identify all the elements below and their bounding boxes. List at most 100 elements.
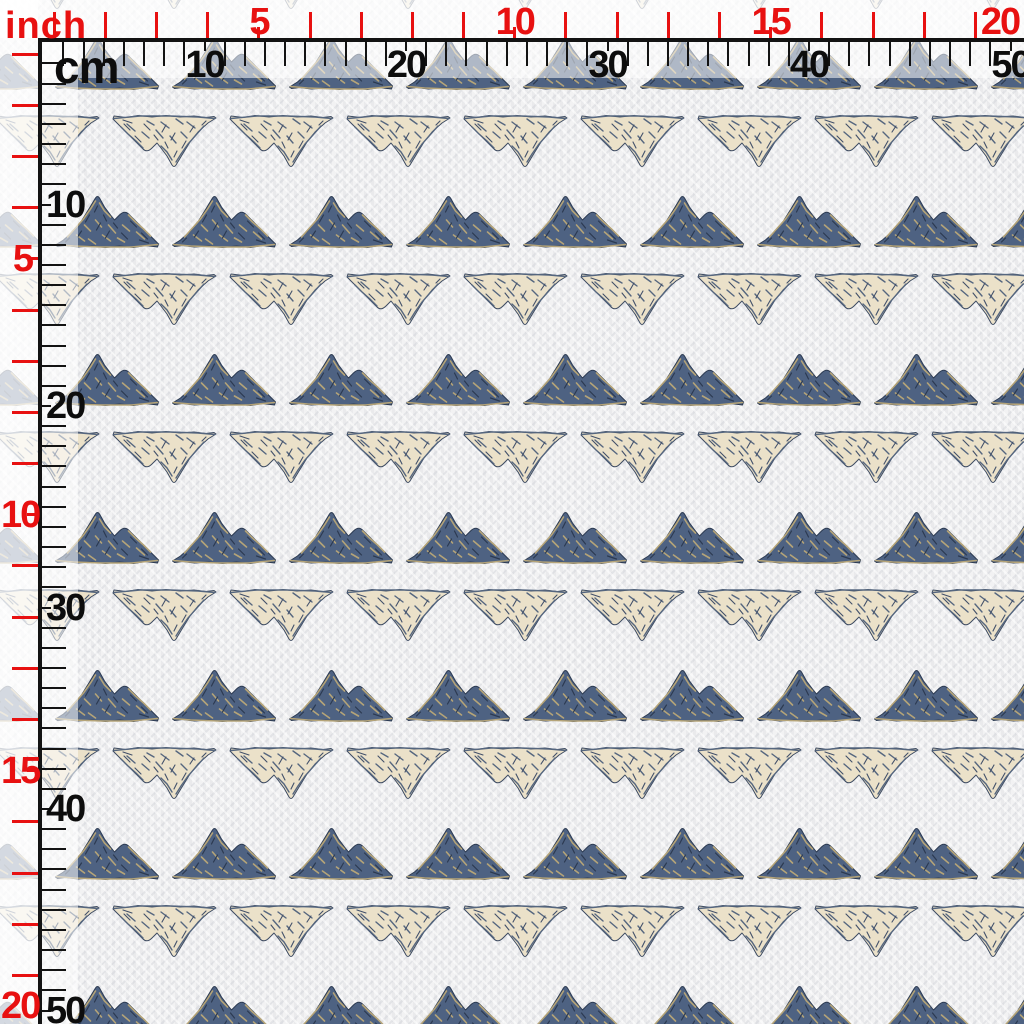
left-cm-tick <box>42 445 66 448</box>
top-cm-tick <box>566 42 569 66</box>
left-inch-tick <box>12 52 38 56</box>
top-ruler-line <box>38 38 1024 42</box>
top-cm-tick <box>485 42 488 66</box>
left-cm-tick <box>42 888 66 891</box>
top-inch-tick <box>871 12 875 38</box>
top-cm-number: 20 <box>386 44 427 86</box>
top-cm-number: 40 <box>789 44 830 86</box>
top-inch-tick <box>922 12 926 38</box>
top-cm-tick <box>767 42 770 66</box>
left-cm-tick <box>42 666 66 669</box>
left-cm-tick <box>42 143 66 146</box>
left-cm-number: 40 <box>46 788 86 830</box>
top-cm-tick <box>868 42 871 66</box>
top-cm-tick <box>546 42 549 66</box>
left-inch-tick <box>12 359 38 363</box>
top-cm-tick <box>949 42 952 66</box>
left-inch-tick <box>12 155 38 159</box>
top-cm-tick <box>646 42 649 66</box>
left-cm-tick <box>42 525 66 528</box>
top-cm-tick <box>747 42 750 66</box>
left-inch-tick <box>12 615 38 619</box>
left-inch-number: 5 <box>12 237 34 280</box>
left-inch-number: 20 <box>1 985 41 1024</box>
left-cm-tick <box>42 727 66 730</box>
left-cm-tick <box>42 465 66 468</box>
left-cm-tick <box>42 344 66 347</box>
top-cm-tick <box>687 42 690 66</box>
left-inch-tick <box>12 666 38 670</box>
top-inch-tick <box>103 12 107 38</box>
left-cm-tick <box>42 546 66 549</box>
left-cm-number: 50 <box>46 989 86 1024</box>
top-cm-tick <box>324 42 327 66</box>
top-cm-tick <box>344 42 347 66</box>
top-cm-number: 50 <box>991 44 1024 86</box>
left-cm-tick <box>42 687 66 690</box>
top-inch-tick <box>155 12 159 38</box>
top-cm-tick <box>163 42 166 66</box>
top-cm-tick <box>707 42 710 66</box>
left-cm-tick <box>42 928 66 931</box>
top-cm-tick <box>143 42 146 66</box>
top-cm-tick <box>969 42 972 66</box>
top-inch-tick <box>462 12 466 38</box>
top-cm-tick <box>908 42 911 66</box>
top-cm-tick <box>243 42 246 66</box>
top-cm-tick <box>727 42 730 66</box>
top-inch-number: 10 <box>495 1 536 43</box>
top-inch-tick <box>973 12 977 38</box>
top-inch-tick <box>820 12 824 38</box>
top-inch-number: 20 <box>980 1 1021 43</box>
left-cm-tick <box>42 646 66 649</box>
top-cm-tick <box>304 42 307 66</box>
top-inch-tick <box>564 12 568 38</box>
top-cm-tick <box>425 42 428 66</box>
left-inch-tick <box>12 718 38 722</box>
left-cm-tick <box>42 263 66 266</box>
left-inch-tick <box>12 564 38 568</box>
cm-unit-label: cm <box>54 41 119 93</box>
top-inch-number: 15 <box>751 1 792 43</box>
left-cm-tick <box>42 163 66 166</box>
left-cm-tick <box>42 848 66 851</box>
left-cm-tick <box>42 364 66 367</box>
top-cm-tick <box>666 42 669 66</box>
top-cm-number: 30 <box>588 44 628 86</box>
top-cm-tick <box>525 42 528 66</box>
left-cm-tick <box>42 102 66 105</box>
top-cm-tick <box>848 42 851 66</box>
top-cm-tick <box>465 42 468 66</box>
top-inch-tick <box>666 12 670 38</box>
top-cm-tick <box>888 42 891 66</box>
left-inch-tick <box>12 410 38 414</box>
left-inch-tick <box>12 871 38 875</box>
left-cm-tick <box>42 485 66 488</box>
inch-unit-label: inch <box>5 5 88 47</box>
top-inch-number: 5 <box>249 1 270 43</box>
left-cm-tick <box>42 505 66 508</box>
top-cm-tick <box>263 42 266 66</box>
left-ruler-line <box>38 38 42 1024</box>
left-cm-tick <box>42 908 66 911</box>
left-inch-tick <box>12 973 38 977</box>
left-cm-tick <box>42 324 66 327</box>
top-inch-tick <box>718 12 722 38</box>
left-inch-tick <box>12 922 38 926</box>
top-cm-tick <box>223 42 226 66</box>
left-cm-tick <box>42 284 66 287</box>
left-cm-tick <box>42 707 66 710</box>
top-cm-tick <box>626 42 629 66</box>
left-cm-number: 30 <box>46 586 86 629</box>
top-cm-tick <box>445 42 448 66</box>
top-inch-tick <box>615 12 619 38</box>
top-cm-tick <box>122 42 125 66</box>
left-cm-tick <box>42 304 66 307</box>
left-inch-tick <box>12 462 38 466</box>
left-cm-tick <box>42 243 66 246</box>
left-inch-tick <box>12 103 38 107</box>
top-inch-tick <box>206 12 210 38</box>
